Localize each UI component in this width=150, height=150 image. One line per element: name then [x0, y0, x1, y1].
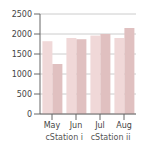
svg-text:Jun: Jun	[69, 121, 83, 130]
svg-text:2500: 2500	[12, 10, 32, 19]
svg-text:2000: 2000	[12, 30, 32, 39]
svg-text:Aug: Aug	[116, 121, 132, 130]
svg-text:May: May	[44, 121, 61, 130]
svg-text:0: 0	[27, 110, 32, 119]
svg-text:1000: 1000	[12, 70, 32, 79]
svg-text:Jul: Jul	[94, 121, 105, 130]
svg-text:1500: 1500	[12, 50, 32, 59]
svg-text:500: 500	[17, 90, 32, 99]
svg-text:cStation i cStation ii: cStation i cStation ii	[45, 133, 130, 142]
